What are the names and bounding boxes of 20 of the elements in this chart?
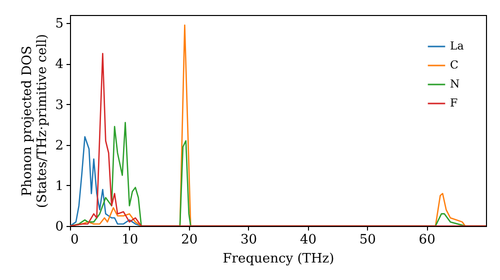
y-tick-label: 1	[55, 178, 64, 194]
y-tick-label: 5	[55, 16, 64, 32]
legend-label: F	[450, 96, 458, 110]
y-tick-label: 4	[55, 57, 64, 72]
x-tick-label: 50	[359, 232, 376, 248]
y-tick-label: 2	[55, 138, 64, 154]
line-series	[70, 136, 142, 226]
x-tick-label: 30	[240, 232, 258, 248]
x-axis-title: Frequency (THz)	[222, 252, 334, 266]
x-tick-label: 60	[418, 232, 436, 248]
y-axis-title: Phonon projected DOS (States/THz·primitive cell)	[20, 34, 50, 208]
x-tick-label: 20	[181, 232, 198, 248]
legend-label: La	[450, 40, 464, 52]
y-tick-label: 3	[55, 98, 64, 113]
legend-label: N	[450, 78, 460, 90]
x-tick-label: 10	[122, 232, 138, 248]
x-tick-label: 40	[300, 232, 316, 248]
legend-label: C	[450, 58, 458, 72]
x-tick-label: 0	[70, 232, 79, 248]
y-tick-label: 0	[55, 220, 64, 234]
